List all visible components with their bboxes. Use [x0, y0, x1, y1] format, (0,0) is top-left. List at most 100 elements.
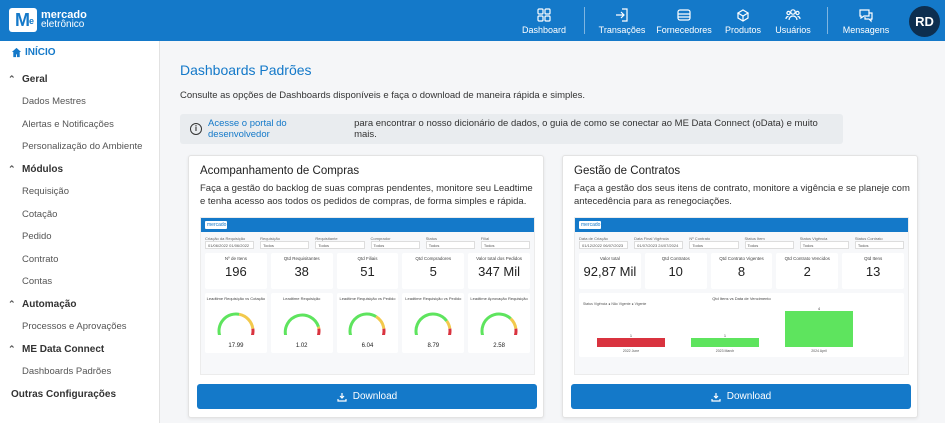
preview-kpi-value: 8: [737, 264, 746, 279]
preview-kpi-card: Valor total 92,87 Mil: [579, 253, 641, 289]
preview-filter: Nº Contrato Todos: [689, 236, 739, 249]
preview-kpi-value: 2: [803, 264, 811, 279]
gauge-arc: [448, 328, 452, 337]
nav-label: Fornecedores: [656, 24, 712, 35]
logo-line2: eletrônico: [41, 19, 85, 30]
nav-mensagens[interactable]: Mensagens: [842, 0, 890, 41]
bar-value-label: 1: [724, 334, 726, 338]
gauge-dial: [283, 313, 321, 337]
bar-category-label: 2023 March: [716, 349, 735, 353]
preview-kpi-value: 13: [865, 264, 881, 279]
sidebar-section-modulos[interactable]: ⌃ Módulos: [8, 164, 64, 175]
download-button[interactable]: Download: [197, 384, 537, 409]
gauge-arc: [513, 328, 518, 337]
sidebar-item-contas[interactable]: Contas: [22, 276, 53, 287]
preview-kpi-label: Qtd Contrato Vigentes: [719, 256, 764, 261]
gauge-arc: [375, 315, 386, 329]
factory-icon: [677, 8, 691, 21]
preview-filter-label: Status Vigência: [799, 236, 828, 241]
preview-gauge-value: 1.02: [295, 343, 308, 349]
sidebar-item-dashboards-padroes[interactable]: Dashboards Padrões: [22, 366, 112, 377]
bar: [691, 338, 759, 347]
sidebar-section-automacao[interactable]: ⌃ Automação: [8, 299, 77, 310]
user-avatar[interactable]: RD: [909, 6, 940, 37]
preview-filter: Status Vigência Todos: [799, 236, 849, 249]
preview-filter: Requisitante Todos: [315, 236, 365, 249]
download-icon: [711, 392, 721, 402]
preview-gauge-label: Leadtime Aprovação Requisição: [470, 296, 528, 301]
nav-dashboard[interactable]: Dashboard: [522, 0, 566, 41]
download-label: Download: [726, 391, 772, 402]
preview-kpi-value: 10: [668, 264, 683, 279]
preview-filter-value: Todos: [425, 241, 475, 249]
sidebar-section-me-data-connect[interactable]: ⌃ ME Data Connect: [8, 344, 105, 355]
developer-portal-link[interactable]: Acesse o portal do desenvolvedor: [208, 118, 287, 140]
chevron-up-icon: ⌃: [8, 299, 16, 309]
nav-produtos[interactable]: Produtos: [724, 0, 762, 41]
preview-filter-label: Requisição: [260, 236, 280, 241]
preview-header: mercado: [575, 218, 908, 232]
preview-kpi-label: Qtd Contrato Vencidos: [784, 256, 830, 261]
preview-filter-value: Todos: [480, 241, 531, 249]
preview-filter-label: Status: [425, 236, 438, 241]
preview-kpi-label: Valor total: [599, 256, 620, 261]
gauge-arc: [316, 328, 321, 337]
info-icon: i: [190, 123, 202, 135]
info-banner: i Acesse o portal do desenvolvedor para …: [180, 114, 843, 144]
gauge-arc: [217, 312, 240, 337]
preview-kpi-card: Qtd Itens 13: [842, 253, 904, 289]
preview-kpi-card: Qtd Requisitantes 38: [270, 253, 333, 289]
preview-filter-value: Todos: [744, 241, 794, 249]
preview-kpi-card: Valor total dos Pedidos 347 Mil: [468, 253, 530, 289]
preview-kpi-card: Qtd Filiais 51: [336, 253, 399, 289]
nav-divider: [827, 7, 828, 34]
preview-kpi-label: Valor total dos Pedidos: [476, 256, 523, 261]
page-title: Dashboards Padrões: [180, 62, 312, 78]
preview-bar-chart: Qtd Itens vs Data de Vencimento Status V…: [579, 293, 904, 357]
preview-kpi-label: Qtd Filiais: [357, 256, 378, 261]
preview-gauge: Leadtime Requisição vs Pedido 6.04: [336, 293, 399, 353]
preview-gauge: Leadtime Requisição 1.02: [270, 293, 333, 353]
sidebar-item-dados-mestres[interactable]: Dados Mestres: [22, 96, 86, 107]
nav-label: Usuários: [775, 24, 811, 35]
page-subtitle: Consulte as opções de Dashboards disponí…: [180, 90, 586, 101]
sidebar: INÍCIO ⌃ Geral Dados Mestres Alertas e No…: [0, 41, 160, 423]
download-button[interactable]: Download: [571, 384, 911, 409]
nav-transacoes[interactable]: Transações: [599, 0, 645, 41]
sidebar-item-cotacao[interactable]: Cotação: [22, 209, 58, 220]
gauge-arc: [509, 317, 518, 329]
bar: [597, 338, 665, 347]
sidebar-home[interactable]: INÍCIO: [11, 47, 56, 58]
sidebar-item-contrato[interactable]: Contrato: [22, 254, 59, 265]
bar-chart-title: Qtd Itens vs Data de Vencimento: [712, 296, 771, 301]
gauge-arc: [238, 312, 255, 329]
preview-filter: Comprador Todos: [370, 236, 420, 249]
download-icon: [337, 392, 347, 402]
preview-logo: mercado: [205, 221, 227, 229]
grid-icon: [537, 7, 551, 22]
sidebar-item-requisicao[interactable]: Requisição: [22, 186, 69, 197]
sidebar-section-geral[interactable]: ⌃ Geral: [8, 74, 48, 85]
preview-gauge-value: 6.04: [361, 343, 374, 349]
preview-filter: Data de Criação 01/12/2022 06/07/2023: [579, 236, 629, 249]
bar-category-label: 2024 April: [811, 349, 827, 353]
preview-kpi-card: Qtd Contrato Vencidos 2: [776, 253, 839, 289]
gauge-arc: [349, 312, 378, 337]
sidebar-item-pedido[interactable]: Pedido: [22, 231, 52, 242]
preview-filter-label: Filial: [480, 236, 490, 241]
card-description: Faça a gestão dos seus itens de contrato…: [574, 183, 910, 207]
sidebar-item-personalizacao[interactable]: Personalização do Ambiente: [22, 141, 143, 152]
nav-usuarios[interactable]: Usuários: [775, 0, 811, 41]
nav-fornecedores[interactable]: Fornecedores: [656, 0, 712, 41]
sidebar-item-alertas[interactable]: Alertas e Notificações: [22, 119, 114, 130]
sidebar-item-outras-configuracoes[interactable]: Outras Configurações: [11, 389, 117, 400]
sidebar-item-processos[interactable]: Processos e Aprovações: [22, 321, 127, 332]
preview-filter: Data Final Vigência 01/07/2023 24/07/2024: [634, 236, 684, 249]
chevron-up-icon: ⌃: [8, 344, 16, 354]
gauge-arc: [250, 328, 255, 337]
preview-gauge-value: 2.58: [493, 343, 505, 349]
preview-kpi-label: Nº de Itens: [224, 256, 247, 261]
dashboard-preview-image: mercado Criação da Requisição 01/06/2022 …: [200, 217, 535, 375]
